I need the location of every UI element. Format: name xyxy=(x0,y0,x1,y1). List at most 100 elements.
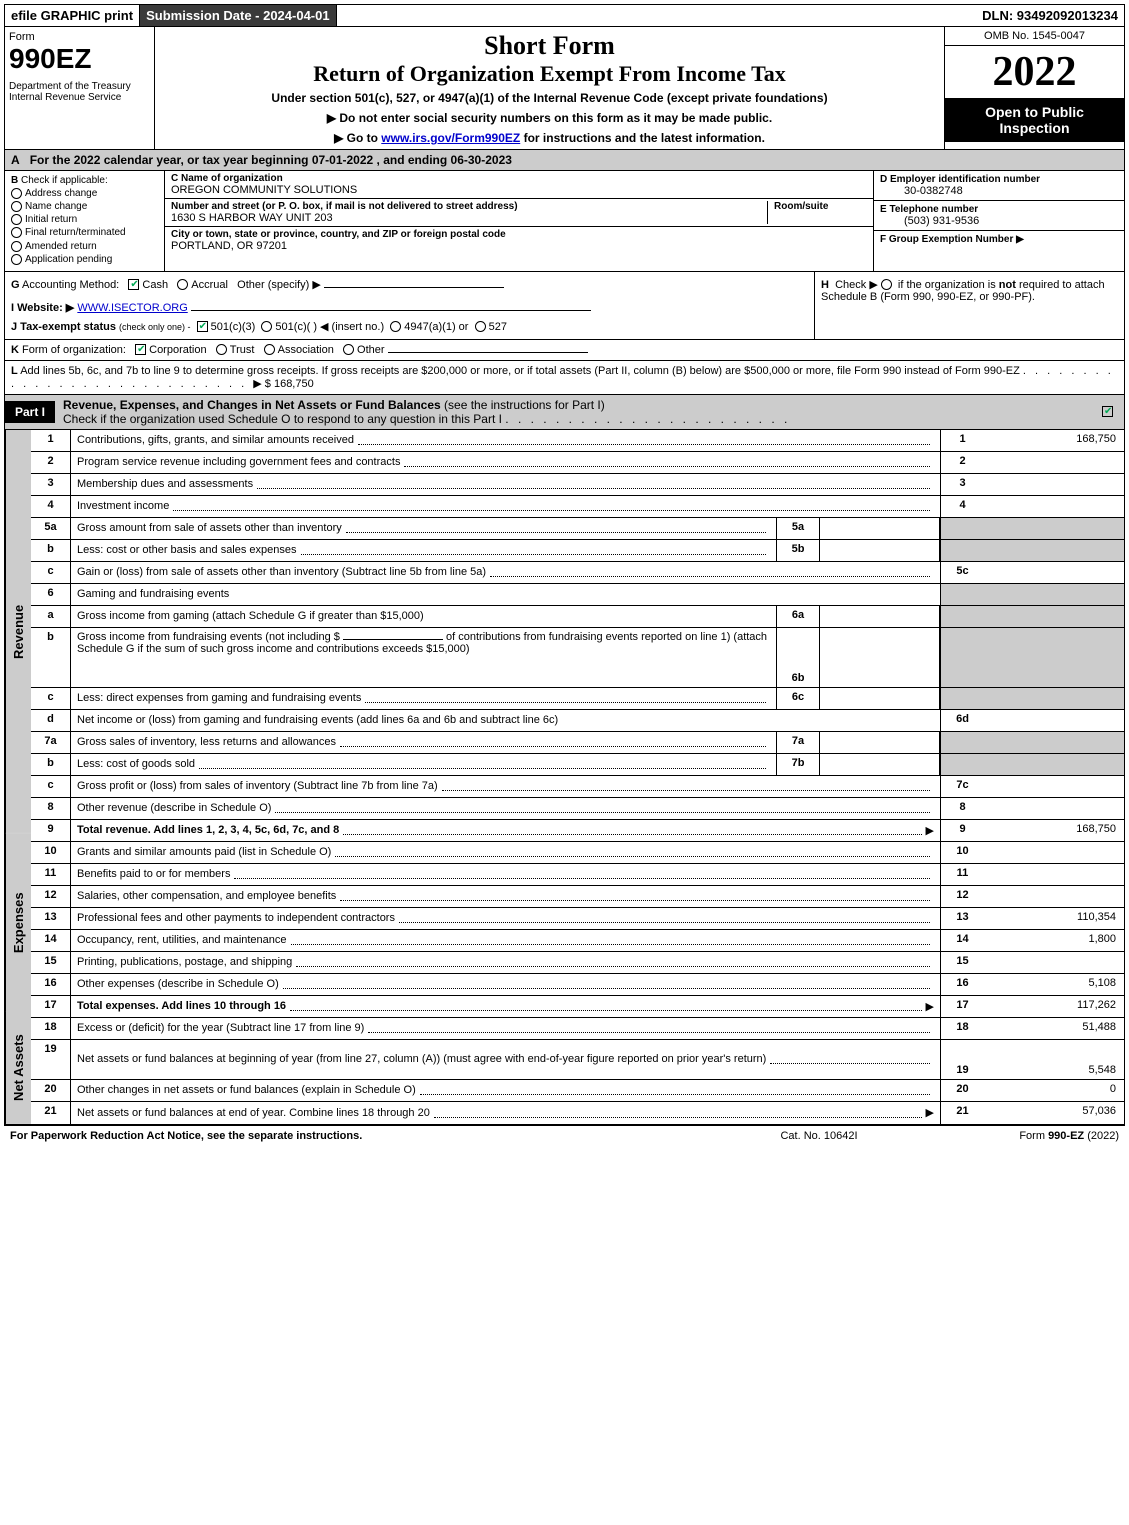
footer-cat: Cat. No. 10642I xyxy=(719,1130,919,1142)
dept-treasury: Department of the Treasury Internal Reve… xyxy=(9,81,150,103)
ssn-note: ▶ Do not enter social security numbers o… xyxy=(163,111,936,125)
line-12: 12 Salaries, other compensation, and emp… xyxy=(31,886,1124,908)
part1-header: Part I Revenue, Expenses, and Changes in… xyxy=(4,395,1125,430)
line-7b: b Less: cost of goods sold 7b xyxy=(31,754,1124,776)
j-sub: (check only one) - xyxy=(119,322,191,332)
k-label: K xyxy=(11,344,19,356)
tel-value: (503) 931-9536 xyxy=(880,215,1118,227)
line-10: 10 Grants and similar amounts paid (list… xyxy=(31,842,1124,864)
e-tel-hdr: E Telephone number xyxy=(880,204,1118,215)
line-20-value: 0 xyxy=(984,1080,1124,1101)
footer-left: For Paperwork Reduction Act Notice, see … xyxy=(10,1130,719,1142)
goto-pre: ▶ Go to xyxy=(334,131,381,145)
h-label: H xyxy=(821,279,829,291)
footer-form: Form 990-EZ (2022) xyxy=(919,1130,1119,1142)
check-amended-return[interactable]: Amended return xyxy=(11,241,158,252)
l-arrow: ▶ $ xyxy=(253,378,271,390)
check-cash[interactable] xyxy=(128,279,139,290)
row-a: A For the 2022 calendar year, or tax yea… xyxy=(4,150,1125,171)
j-label: J Tax-exempt status xyxy=(11,321,116,333)
form-number: 990EZ xyxy=(9,43,150,75)
b-check-label: Check if applicable: xyxy=(21,175,108,186)
check-association[interactable] xyxy=(264,344,275,355)
line-6c: c Less: direct expenses from gaming and … xyxy=(31,688,1124,710)
check-501c[interactable] xyxy=(261,321,272,332)
org-street: 1630 S HARBOR WAY UNIT 203 xyxy=(171,212,767,224)
form-header: Form 990EZ Department of the Treasury In… xyxy=(4,27,1125,150)
side-expenses: Expenses xyxy=(5,833,31,1012)
org-city: PORTLAND, OR 97201 xyxy=(171,240,867,252)
ein-value: 30-0382748 xyxy=(880,185,1118,197)
line-1-value: 168,750 xyxy=(984,430,1124,451)
check-other-org[interactable] xyxy=(343,344,354,355)
side-revenue: Revenue xyxy=(5,430,31,833)
line-21-value: 57,036 xyxy=(984,1102,1124,1124)
section-def: D Employer identification number 30-0382… xyxy=(874,171,1124,271)
f-group-hdr: F Group Exemption Number ▶ xyxy=(880,234,1118,245)
check-501c3[interactable] xyxy=(197,321,208,332)
line-1: 1 Contributions, gifts, grants, and simi… xyxy=(31,430,1124,452)
goto-note: ▶ Go to www.irs.gov/Form990EZ for instru… xyxy=(163,131,936,145)
return-title: Return of Organization Exempt From Incom… xyxy=(163,61,936,87)
side-netassets: Net Assets xyxy=(5,1012,31,1124)
line-13: 13 Professional fees and other payments … xyxy=(31,908,1124,930)
form-word: Form xyxy=(9,31,150,43)
line-5c: c Gain or (loss) from sale of assets oth… xyxy=(31,562,1124,584)
check-accrual[interactable] xyxy=(177,279,188,290)
line-4: 4 Investment income 4 xyxy=(31,496,1124,518)
part1-tab: Part I xyxy=(5,401,55,423)
line-3: 3 Membership dues and assessments 3 xyxy=(31,474,1124,496)
row-k: K Form of organization: Corporation Trus… xyxy=(4,340,1125,361)
part1-lines: Revenue Expenses Net Assets 1 Contributi… xyxy=(4,430,1125,1125)
omb-number: OMB No. 1545-0047 xyxy=(945,27,1124,46)
org-name: OREGON COMMUNITY SOLUTIONS xyxy=(171,184,867,196)
short-form-title: Short Form xyxy=(163,31,936,61)
submission-date: Submission Date - 2024-04-01 xyxy=(140,5,337,26)
g-label: G xyxy=(11,279,20,291)
check-application-pending[interactable]: Application pending xyxy=(11,254,158,265)
row-h: H Check ▶ if the organization is not req… xyxy=(814,272,1124,339)
check-trust[interactable] xyxy=(216,344,227,355)
footer: For Paperwork Reduction Act Notice, see … xyxy=(4,1125,1125,1146)
under-section: Under section 501(c), 527, or 4947(a)(1)… xyxy=(163,91,936,105)
i-label: I Website: ▶ xyxy=(11,302,74,314)
check-schedule-o[interactable] xyxy=(1102,406,1113,417)
line-16-value: 5,108 xyxy=(984,974,1124,995)
c-name-hdr: C Name of organization xyxy=(171,173,867,184)
check-schedule-b[interactable] xyxy=(881,279,892,290)
header-left: Form 990EZ Department of the Treasury In… xyxy=(5,27,155,149)
check-name-change[interactable]: Name change xyxy=(11,201,158,212)
goto-post: for instructions and the latest informat… xyxy=(520,131,765,145)
line-19-value: 5,548 xyxy=(984,1040,1124,1079)
efile-label: efile GRAPHIC print xyxy=(5,5,140,26)
line-5a: 5a Gross amount from sale of assets othe… xyxy=(31,518,1124,540)
b-label: B xyxy=(11,175,18,186)
check-4947[interactable] xyxy=(390,321,401,332)
header-center: Short Form Return of Organization Exempt… xyxy=(155,27,944,149)
check-initial-return[interactable]: Initial return xyxy=(11,214,158,225)
section-b: B Check if applicable: Address change Na… xyxy=(5,171,165,271)
open-public: Open to Public Inspection xyxy=(945,98,1124,142)
block-bcdef: B Check if applicable: Address change Na… xyxy=(4,171,1125,272)
line-17-value: 117,262 xyxy=(984,996,1124,1017)
g-text: Accounting Method: xyxy=(22,279,119,291)
check-final-return[interactable]: Final return/terminated xyxy=(11,227,158,238)
website-link[interactable]: WWW.ISECTOR.ORG xyxy=(77,302,187,314)
irs-link[interactable]: www.irs.gov/Form990EZ xyxy=(381,131,520,145)
line-5b: b Less: cost or other basis and sales ex… xyxy=(31,540,1124,562)
check-address-change[interactable]: Address change xyxy=(11,188,158,199)
check-corporation[interactable] xyxy=(135,344,146,355)
line-16: 16 Other expenses (describe in Schedule … xyxy=(31,974,1124,996)
line-18: 18 Excess or (deficit) for the year (Sub… xyxy=(31,1018,1124,1040)
line-2: 2 Program service revenue including gove… xyxy=(31,452,1124,474)
line-7a: 7a Gross sales of inventory, less return… xyxy=(31,732,1124,754)
line-9-value: 168,750 xyxy=(984,820,1124,841)
line-14-value: 1,800 xyxy=(984,930,1124,951)
part1-title: Revenue, Expenses, and Changes in Net As… xyxy=(55,395,1094,429)
line-6: 6 Gaming and fundraising events xyxy=(31,584,1124,606)
check-527[interactable] xyxy=(475,321,486,332)
k-text: Form of organization: xyxy=(22,344,126,356)
tax-year: 2022 xyxy=(945,46,1124,98)
row-a-label: A xyxy=(11,153,20,167)
c-street-hdr: Number and street (or P. O. box, if mail… xyxy=(171,201,767,212)
